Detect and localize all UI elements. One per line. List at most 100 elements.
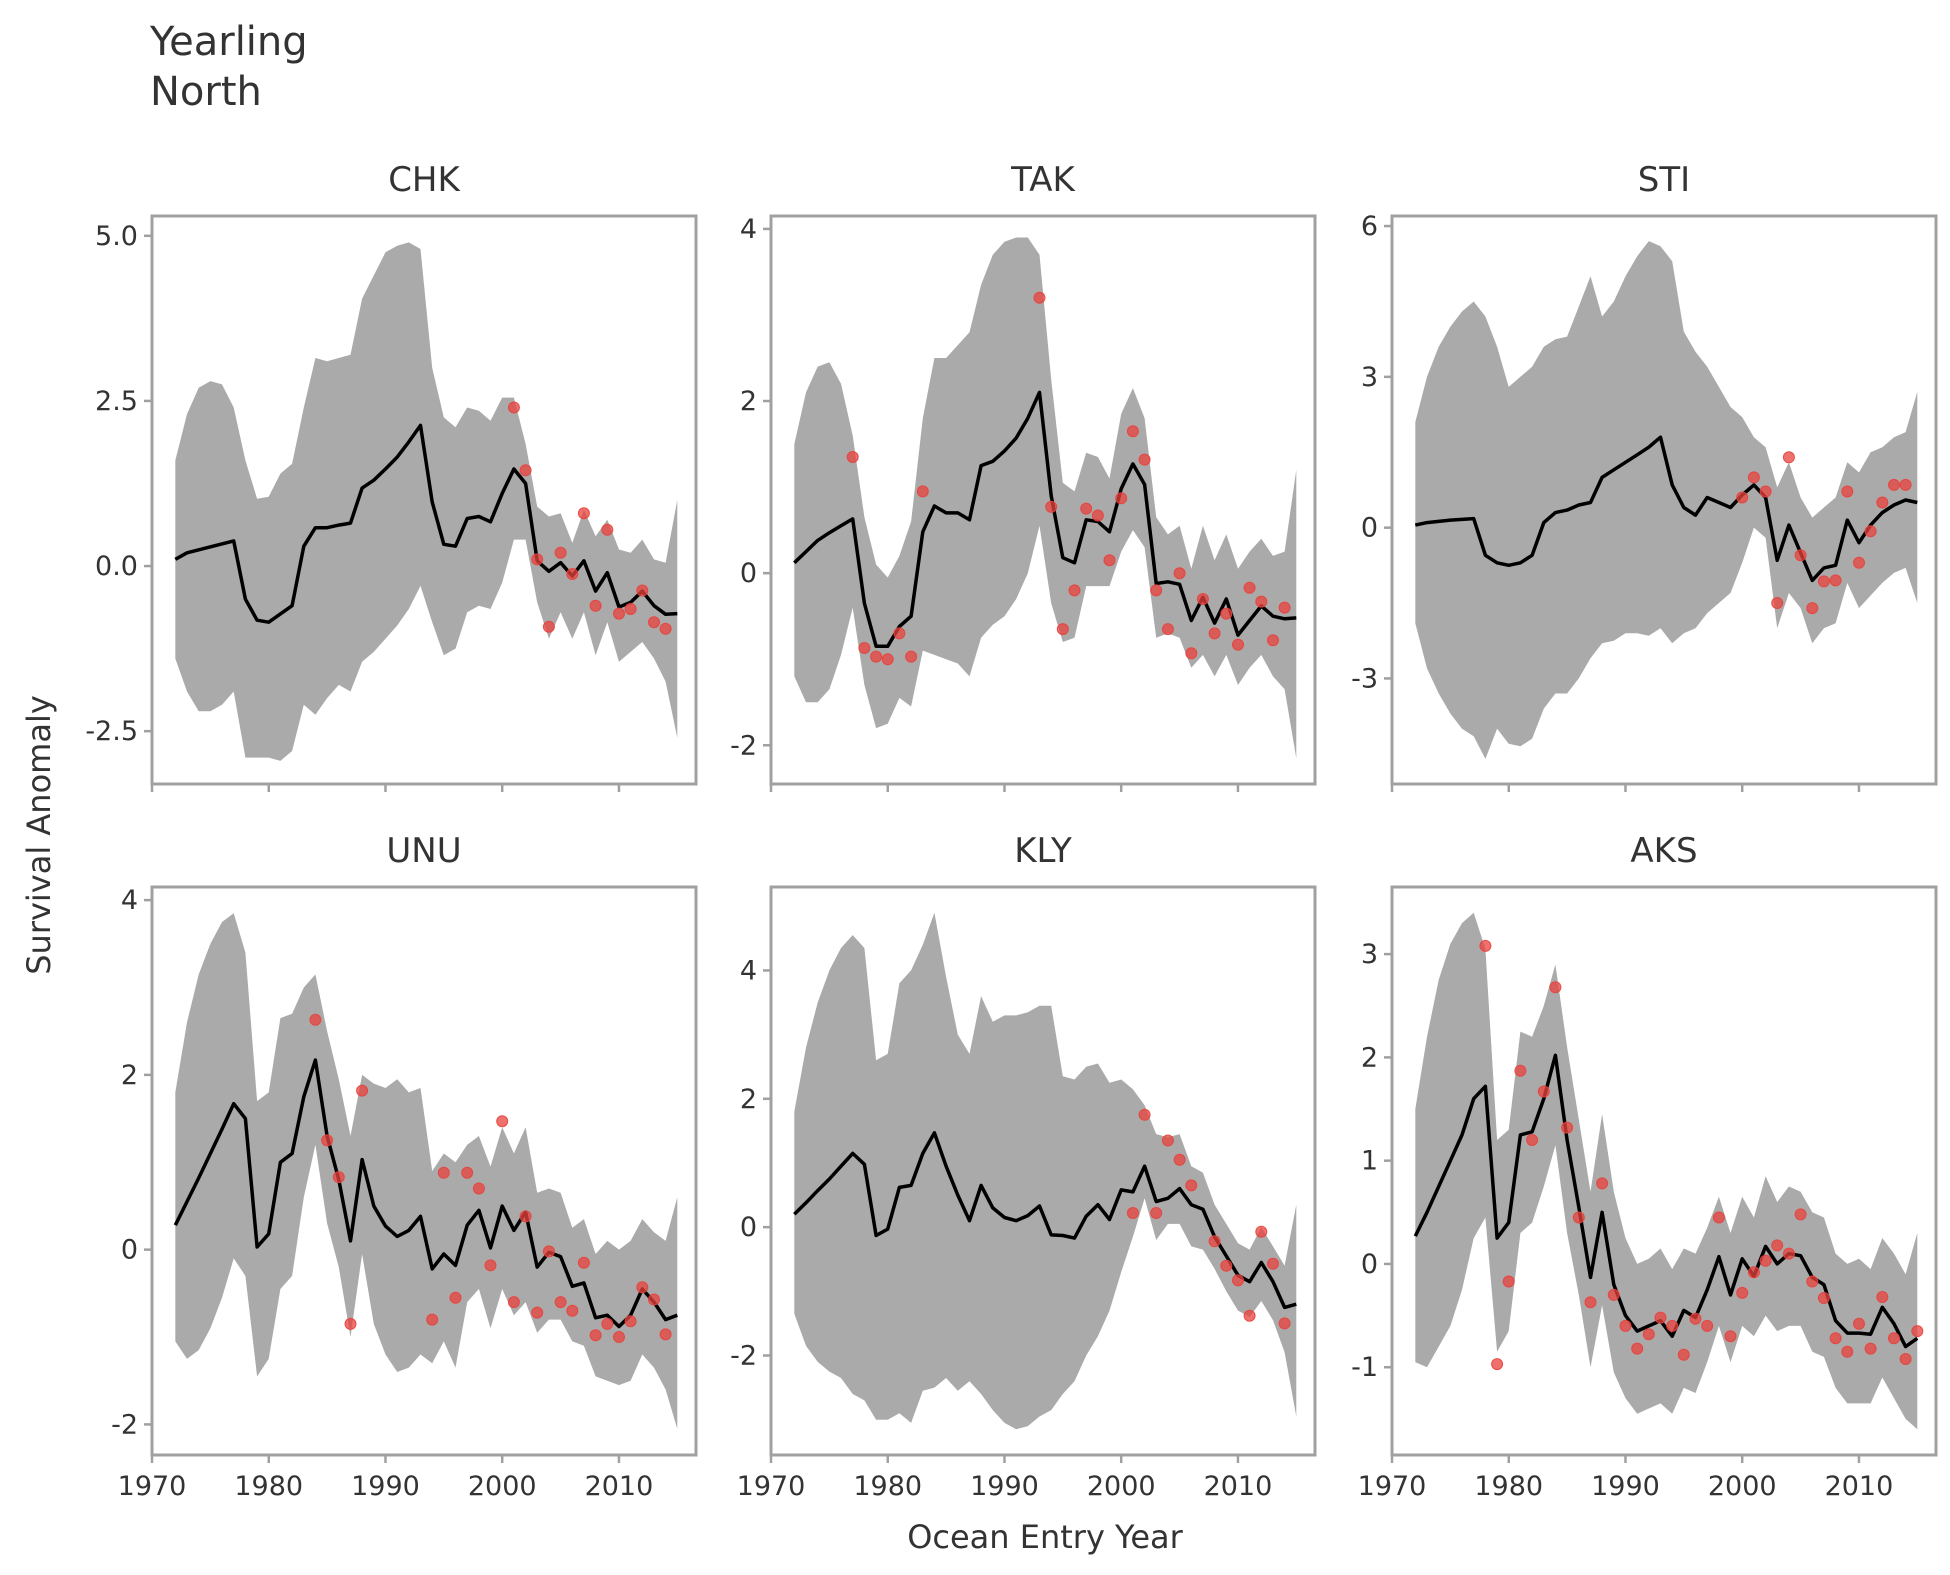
y-tick-label: -2 xyxy=(730,730,757,761)
axes-frame-chk xyxy=(150,214,698,786)
y-tick-label: 0 xyxy=(740,558,757,589)
observed-point xyxy=(601,1317,614,1330)
observed-point xyxy=(1103,554,1116,567)
observed-point xyxy=(1853,556,1865,569)
observed-point xyxy=(636,584,649,597)
y-tick-label: 0 xyxy=(121,1235,138,1266)
observed-point xyxy=(1619,1319,1632,1332)
y-tick-label: 5.0 xyxy=(95,221,138,252)
observed-point xyxy=(1596,1177,1609,1190)
observed-point xyxy=(1689,1312,1702,1325)
observed-point xyxy=(1654,1311,1667,1324)
x-tick-label: 1970 xyxy=(118,1471,187,1502)
mean-line-sti xyxy=(1414,435,1918,583)
y-tick-label: -2 xyxy=(730,1341,757,1372)
observed-point xyxy=(1091,509,1104,522)
observed-point xyxy=(601,523,614,536)
observed-point xyxy=(1255,595,1268,608)
observed-point xyxy=(542,620,555,633)
observed-point xyxy=(507,1296,520,1309)
observed-point xyxy=(1045,500,1058,513)
observed-point xyxy=(1150,584,1163,597)
observed-point xyxy=(1759,485,1772,498)
panel-grid: CHK -2.5 0.0 2.5 5.0 TAK -2 0 2 4 STI -3 0 3 6 UNU -2 0 2 4… xyxy=(85,160,1938,1502)
observed-point xyxy=(577,1256,590,1269)
observed-point xyxy=(1243,581,1256,594)
observed-point xyxy=(1138,1108,1151,1121)
interval-band-aks xyxy=(1415,912,1918,1430)
observed-point xyxy=(1864,525,1877,538)
observed-point xyxy=(1888,1332,1900,1345)
observed-point xyxy=(1806,602,1819,615)
panel-title-kly: KLY xyxy=(1014,831,1072,871)
observed-point xyxy=(870,650,883,663)
interval-band-tak xyxy=(794,237,1297,759)
panel-aks: AKS -1 0 1 2 3 1970 1980 1990 2000 2010 xyxy=(1351,831,1938,1502)
y-tick-label: -3 xyxy=(1351,663,1378,694)
observed-point xyxy=(1232,638,1244,651)
observed-point xyxy=(1255,1225,1268,1238)
mean-line-tak xyxy=(793,390,1297,649)
observed-point xyxy=(1267,634,1279,647)
x-tick-label: 2010 xyxy=(1204,1471,1273,1502)
observed-point xyxy=(1747,1266,1760,1279)
observed-point xyxy=(449,1291,462,1304)
y-tick-label: 1 xyxy=(1361,1146,1378,1177)
axes-frame-kly xyxy=(769,885,1317,1457)
observed-point xyxy=(916,485,929,498)
x-tick-label: 2010 xyxy=(585,1471,654,1502)
observed-point xyxy=(1736,1286,1749,1299)
x-tick-label: 1990 xyxy=(1591,1471,1660,1502)
mean-line-chk xyxy=(174,423,678,624)
y-tick-label: 4 xyxy=(740,955,757,986)
x-axis-label: Ocean Entry Year xyxy=(907,1518,1183,1556)
observed-point xyxy=(507,401,520,414)
y-tick-label: 6 xyxy=(1361,211,1378,242)
y-tick-label: -2 xyxy=(111,1409,138,1440)
observed-point xyxy=(531,553,544,566)
observed-point xyxy=(1056,623,1069,636)
observed-point xyxy=(1771,597,1784,609)
y-tick-label: -1 xyxy=(1351,1352,1378,1383)
observed-point xyxy=(1502,1275,1515,1288)
y-tick-label: 0 xyxy=(740,1212,757,1243)
observed-point xyxy=(577,507,590,520)
x-tick-label: 1970 xyxy=(737,1471,806,1502)
y-tick-label: 2 xyxy=(740,386,757,417)
observed-point xyxy=(1537,1085,1550,1098)
x-tick-label: 1980 xyxy=(234,1471,303,1502)
observed-point xyxy=(1549,981,1562,994)
observed-point xyxy=(1747,471,1760,484)
observed-point xyxy=(426,1313,439,1326)
interval-band-chk xyxy=(175,242,678,761)
mean-line-aks xyxy=(1413,1053,1919,1349)
y-tick-label: 2 xyxy=(121,1060,138,1091)
observed-point xyxy=(1572,1211,1585,1224)
interval-band-kly xyxy=(794,912,1297,1430)
observed-point xyxy=(624,1315,637,1328)
x-tick-label: 1990 xyxy=(970,1471,1039,1502)
observed-point xyxy=(519,1210,532,1223)
observed-point xyxy=(1631,1342,1644,1355)
observed-point xyxy=(484,1259,497,1272)
observed-point xyxy=(1677,1348,1690,1361)
x-tick-label: 1980 xyxy=(853,1471,922,1502)
observed-point xyxy=(1243,1309,1256,1322)
observed-point xyxy=(531,1306,544,1319)
y-tick-label: 2.5 xyxy=(95,386,138,417)
observed-point xyxy=(1899,1353,1912,1365)
observed-point xyxy=(1278,601,1291,614)
x-tick-label: 2010 xyxy=(1825,1471,1894,1502)
y-tick-label: 4 xyxy=(121,885,138,916)
observed-point xyxy=(1911,1325,1924,1338)
y-tick-label: 3 xyxy=(1361,939,1378,970)
x-tick-label: 1970 xyxy=(1358,1471,1427,1502)
observed-point xyxy=(1220,607,1233,620)
observed-point xyxy=(519,464,532,477)
observed-point xyxy=(613,1331,625,1343)
mean-line-kly xyxy=(793,1131,1297,1310)
observed-point xyxy=(1126,1207,1139,1219)
observed-point xyxy=(1173,1153,1186,1166)
observed-point xyxy=(1771,1239,1784,1252)
observed-point xyxy=(1033,291,1046,304)
